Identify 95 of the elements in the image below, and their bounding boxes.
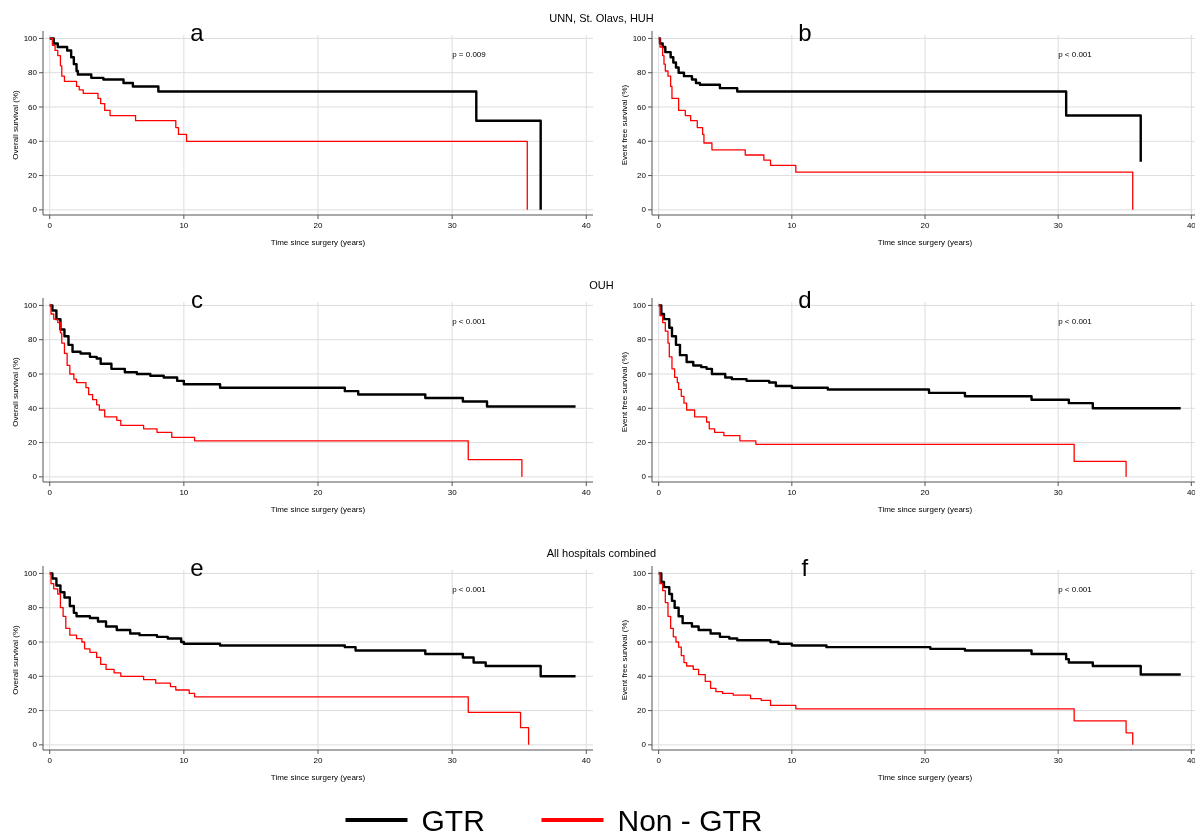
x-tick-label: 0 <box>656 221 662 230</box>
chart-title: b <box>798 19 812 46</box>
x-tick-label: 20 <box>313 221 323 230</box>
x-tick-label: 40 <box>581 221 592 230</box>
x-tick-label: 40 <box>1186 221 1197 230</box>
x-tick-label: 40 <box>581 756 592 765</box>
x-tick-label: 0 <box>47 221 53 230</box>
chart-title: d <box>798 286 812 313</box>
y-tick-label: 0 <box>641 472 647 482</box>
y-axis-title: Event free survival (%) <box>620 84 629 166</box>
y-tick-label: 60 <box>28 102 38 112</box>
chart-title: e <box>190 554 204 581</box>
x-tick-label: 10 <box>179 756 189 765</box>
x-tick-label: 30 <box>447 488 458 497</box>
y-tick-label: 60 <box>28 369 38 379</box>
x-tick-label: 10 <box>179 221 189 230</box>
y-tick-label: 80 <box>28 68 38 78</box>
x-tick-label: 40 <box>1186 756 1197 765</box>
x-axis-title: Time since surgery (years) <box>877 773 973 782</box>
y-tick-label: 100 <box>632 300 647 310</box>
chart-subtitle: All hospitals combined <box>546 547 657 559</box>
chart-title: f <box>801 554 809 581</box>
y-tick-label: 100 <box>23 568 38 578</box>
y-tick-label: 80 <box>637 68 647 78</box>
x-tick-label: 30 <box>447 756 458 765</box>
annotation: p < 0.001 <box>1058 317 1093 326</box>
x-tick-label: 30 <box>447 221 458 230</box>
y-tick-label: 80 <box>637 335 647 345</box>
y-tick-label: 100 <box>23 33 38 43</box>
x-tick-label: 40 <box>581 488 592 497</box>
x-axis-title: Time since surgery (years) <box>877 238 973 247</box>
y-tick-label: 20 <box>28 171 38 181</box>
x-tick-label: 0 <box>47 488 53 497</box>
chart-subtitle: OUH <box>589 279 614 291</box>
y-tick-label: 60 <box>637 369 647 379</box>
y-tick-label: 60 <box>637 102 647 112</box>
x-tick-label: 0 <box>656 488 662 497</box>
y-tick-label: 20 <box>637 706 647 716</box>
y-tick-label: 20 <box>28 706 38 716</box>
x-tick-label: 20 <box>920 221 930 230</box>
x-axis-title: Time since surgery (years) <box>877 505 973 514</box>
y-tick-label: 40 <box>637 403 647 413</box>
annotation: p < 0.001 <box>452 585 487 594</box>
y-tick-label: 20 <box>28 438 38 448</box>
x-axis-title: Time since surgery (years) <box>270 238 366 247</box>
x-tick-label: 0 <box>656 756 662 765</box>
y-tick-label: 0 <box>32 740 38 750</box>
x-tick-label: 10 <box>787 488 797 497</box>
x-tick-label: 30 <box>1053 756 1064 765</box>
y-axis-title: Event free survival (%) <box>620 351 629 433</box>
x-tick-label: 0 <box>47 756 53 765</box>
y-axis-title: Overall survival (%) <box>11 624 20 695</box>
x-tick-label: 30 <box>1053 488 1064 497</box>
annotation: p < 0.001 <box>1058 50 1093 59</box>
y-tick-label: 0 <box>32 205 38 215</box>
legend-label: Non - GTR <box>617 803 763 837</box>
x-tick-label: 30 <box>1053 221 1064 230</box>
y-tick-label: 60 <box>28 637 38 647</box>
y-tick-label: 40 <box>637 671 647 681</box>
annotation: p = 0.009 <box>452 50 487 59</box>
y-tick-label: 40 <box>28 136 38 146</box>
x-tick-label: 10 <box>787 756 797 765</box>
y-tick-label: 40 <box>28 671 38 681</box>
chart-title: a <box>190 19 205 46</box>
x-axis-title: Time since surgery (years) <box>270 505 366 514</box>
x-tick-label: 10 <box>787 221 797 230</box>
y-tick-label: 80 <box>28 603 38 613</box>
y-axis-title: Overall survival (%) <box>11 89 20 160</box>
y-tick-label: 20 <box>637 438 647 448</box>
legend-label: GTR <box>421 803 485 837</box>
y-tick-label: 20 <box>637 171 647 181</box>
x-axis-title: Time since surgery (years) <box>270 773 366 782</box>
y-tick-label: 0 <box>32 472 38 482</box>
x-tick-label: 20 <box>920 488 930 497</box>
chart-subtitle: UNN, St. Olavs, HUH <box>549 12 654 24</box>
x-tick-label: 20 <box>313 756 323 765</box>
y-tick-label: 0 <box>641 205 647 215</box>
y-tick-label: 80 <box>637 603 647 613</box>
x-tick-label: 20 <box>920 756 930 765</box>
y-axis-title: Overall survival (%) <box>11 356 20 427</box>
y-tick-label: 40 <box>637 136 647 146</box>
y-axis-title: Event free survival (%) <box>620 619 629 701</box>
y-tick-label: 60 <box>637 637 647 647</box>
x-tick-label: 40 <box>1186 488 1197 497</box>
y-tick-label: 100 <box>23 300 38 310</box>
y-tick-label: 80 <box>28 335 38 345</box>
y-tick-label: 100 <box>632 33 647 43</box>
annotation: p < 0.001 <box>452 317 487 326</box>
x-tick-label: 10 <box>179 488 189 497</box>
y-tick-label: 0 <box>641 740 647 750</box>
y-tick-label: 40 <box>28 403 38 413</box>
annotation: p < 0.001 <box>1058 585 1093 594</box>
x-tick-label: 20 <box>313 488 323 497</box>
y-tick-label: 100 <box>632 568 647 578</box>
chart-title: c <box>191 286 203 313</box>
